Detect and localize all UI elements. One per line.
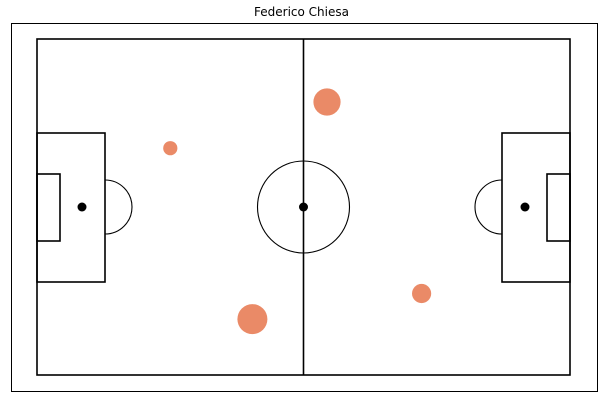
- center-spot: [299, 202, 308, 212]
- left-six-yard-box: [36, 173, 61, 242]
- data-point-1: [313, 88, 341, 116]
- left-penalty-spot: [77, 202, 87, 212]
- chart-title: Federico Chiesa: [254, 5, 349, 19]
- pitch-markings: [36, 38, 571, 376]
- data-point-3: [412, 283, 432, 304]
- data-point-4: [237, 304, 268, 335]
- left-penalty-arc: [104, 179, 133, 235]
- center-circle: [256, 160, 351, 254]
- left-penalty-box: [36, 132, 106, 283]
- plot-frame: [11, 23, 598, 392]
- data-point-2: [163, 141, 178, 156]
- right-penalty-box: [501, 132, 571, 283]
- pitch-spots: [77, 202, 530, 212]
- right-penalty-arc: [474, 179, 503, 235]
- right-penalty-spot: [520, 202, 530, 212]
- data-points: [163, 88, 432, 335]
- right-six-yard-box: [546, 173, 571, 242]
